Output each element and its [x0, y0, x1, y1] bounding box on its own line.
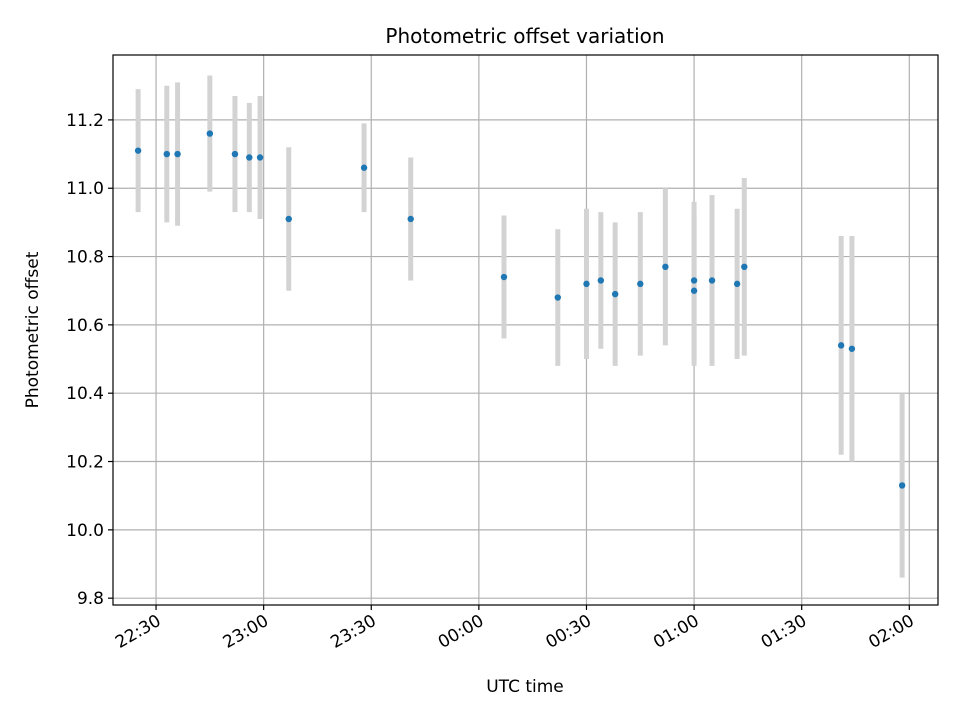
plot-frame	[112, 54, 939, 606]
data-point	[637, 280, 644, 288]
data-point	[898, 482, 906, 489]
y-tick-label: 9.8	[77, 589, 104, 609]
data-point	[583, 280, 590, 288]
y-tick-label: 11.0	[66, 179, 104, 199]
y-tick-label: 10.2	[66, 453, 104, 473]
data-point	[733, 280, 741, 288]
data-point	[134, 147, 142, 154]
data-point	[206, 130, 214, 137]
data-point	[611, 290, 619, 298]
data-point	[163, 150, 171, 158]
data-point	[285, 215, 292, 223]
data-point	[837, 342, 845, 349]
y-tick-label: 11.2	[66, 111, 104, 131]
data-point	[741, 263, 748, 271]
data-point	[246, 154, 253, 161]
point-layer	[134, 130, 906, 489]
data-point	[407, 215, 414, 223]
y-axis-ticks: 9.8 10.0 10.2 10.4 10.6 10.8 11.0 11.2	[66, 111, 113, 609]
data-point	[174, 150, 181, 158]
data-point	[231, 150, 239, 158]
data-point	[662, 263, 669, 271]
data-point	[360, 164, 368, 171]
y-axis-label: Photometric offset	[23, 251, 43, 408]
data-point	[256, 154, 264, 161]
chart-title: Photometric offset variation	[385, 24, 664, 48]
y-tick-label: 10.4	[66, 384, 104, 404]
data-point	[554, 294, 561, 301]
data-point	[848, 345, 856, 352]
data-point	[690, 277, 698, 284]
data-point	[597, 277, 605, 284]
y-tick-label: 10.8	[66, 248, 104, 268]
data-point	[708, 277, 716, 284]
data-point	[690, 287, 698, 294]
data-point	[500, 273, 508, 281]
x-axis-label: UTC time	[486, 677, 564, 697]
y-tick-label: 10.6	[66, 316, 104, 336]
y-tick-label: 10.0	[66, 521, 104, 541]
